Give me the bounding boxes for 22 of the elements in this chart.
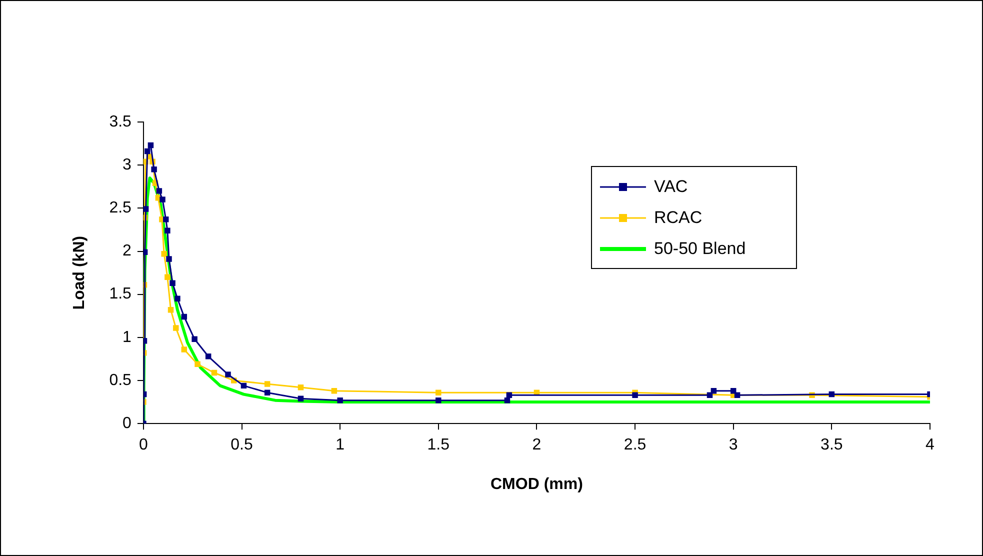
x-tick-label: 1.5 xyxy=(427,436,450,454)
legend-label: VAC xyxy=(654,176,688,196)
y-tick-label: 3.5 xyxy=(109,113,132,130)
y-tick-label: 1 xyxy=(122,328,132,346)
legend-label: RCAC xyxy=(654,208,702,228)
x-tick-label: 3 xyxy=(728,436,738,454)
y-tick-label: 2 xyxy=(122,242,132,260)
x-tick-label: 2.5 xyxy=(624,436,646,454)
y-tick-label: 2.5 xyxy=(109,200,132,217)
x-tick-label: 3.5 xyxy=(820,436,843,454)
x-tick-label: 1 xyxy=(336,436,345,454)
y-tick-label: 3 xyxy=(122,156,132,174)
x-tick-label: 2 xyxy=(532,436,542,454)
y-tick-label: 1.5 xyxy=(109,286,132,303)
x-tick-label: 0.5 xyxy=(230,436,253,454)
y-tick-label: 0.5 xyxy=(109,372,132,389)
x-axis-title: CMOD (mm) xyxy=(490,476,583,493)
legend-label: 50-50 Blend xyxy=(654,238,746,258)
y-axis-title: Load (kN) xyxy=(71,236,88,310)
x-tick-label: 0 xyxy=(138,436,148,454)
y-tick-label: 0 xyxy=(122,415,132,432)
x-tick-label: 4 xyxy=(926,436,935,454)
